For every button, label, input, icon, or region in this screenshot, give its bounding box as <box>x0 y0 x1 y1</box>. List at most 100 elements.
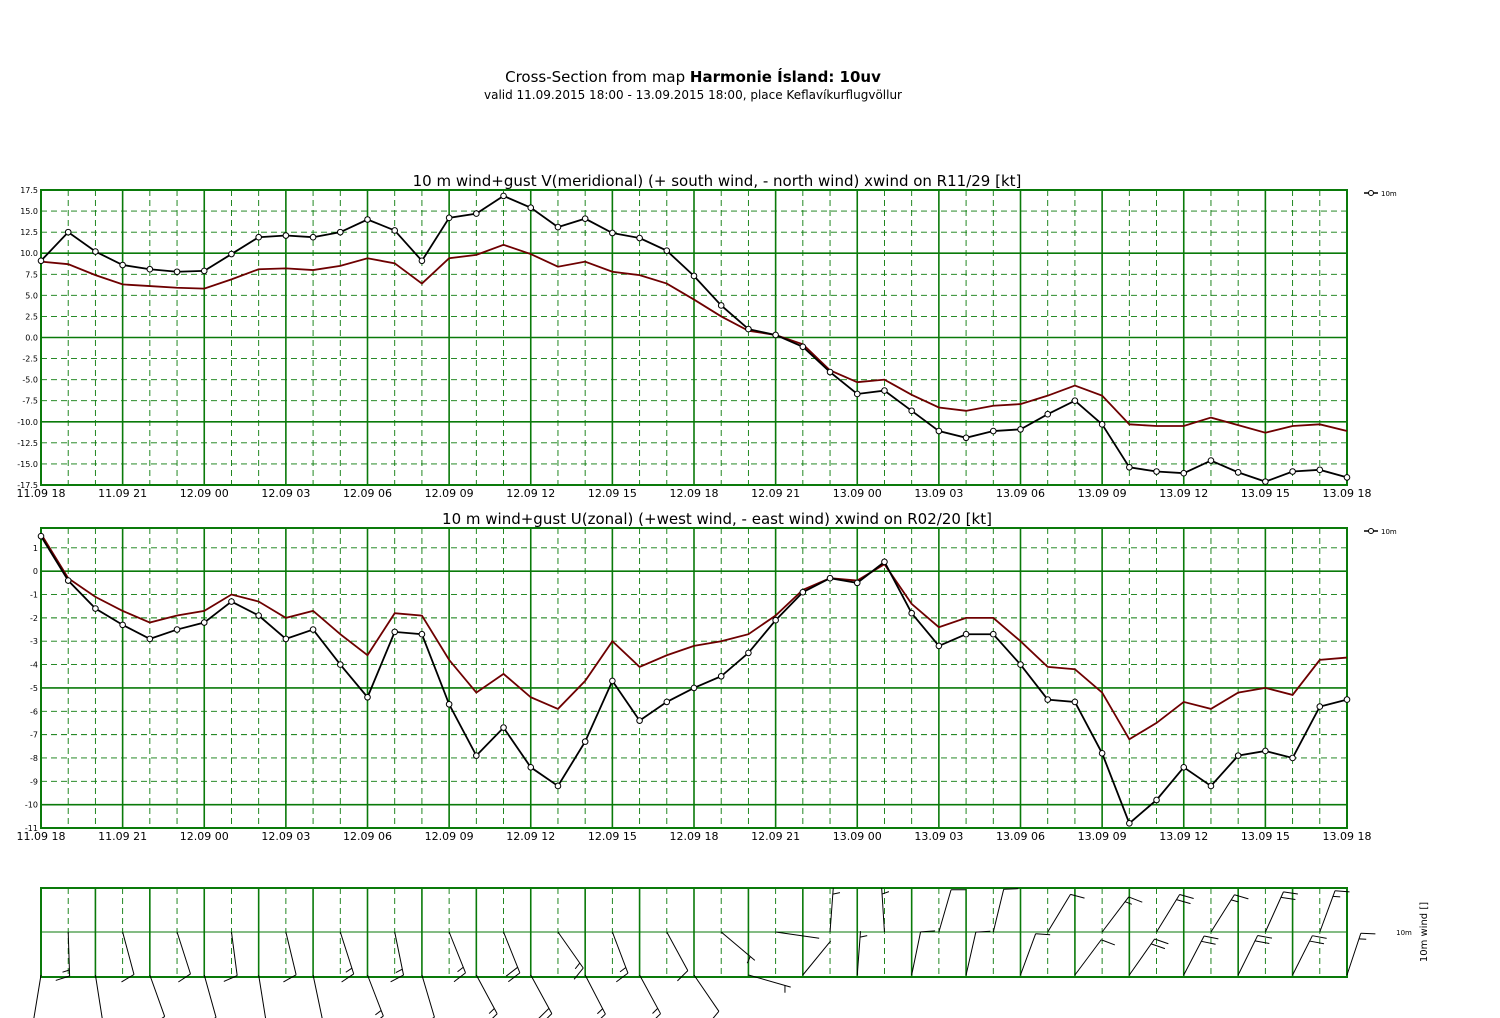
y-tick-label: 10.0 <box>20 249 38 258</box>
data-point <box>37 257 45 265</box>
barb-feather <box>677 970 689 982</box>
data-point <box>364 693 371 701</box>
data-point <box>200 267 208 275</box>
chart-title: 10 m wind+gust V(meridional) (+ south wi… <box>413 172 1022 190</box>
data-point <box>1262 747 1269 755</box>
wind-barb <box>1346 932 1376 976</box>
x-tick-label: 13.09 06 <box>996 487 1045 500</box>
wind-barb <box>748 974 791 993</box>
data-point <box>799 588 807 596</box>
x-tick-label: 12.09 03 <box>261 487 310 500</box>
data-point <box>173 268 181 276</box>
barb-staff <box>1047 894 1071 933</box>
barb-feather <box>1335 890 1350 893</box>
barb-staff <box>856 931 862 976</box>
x-tick-label: 13.09 18 <box>1323 830 1372 843</box>
wind-barb <box>1183 935 1219 976</box>
barb-feather-half <box>619 967 627 973</box>
data-point <box>1098 421 1106 428</box>
x-tick-label: 13.09 00 <box>833 830 882 843</box>
wind-barb <box>203 974 217 1018</box>
data-point <box>391 628 399 636</box>
barb-staff <box>639 974 662 1014</box>
y-tick-label: -2 <box>30 614 38 623</box>
data-point <box>1126 820 1133 827</box>
barb-feather <box>546 1013 553 1018</box>
x-tick-label: 12.09 18 <box>670 830 719 843</box>
wind-barb <box>1020 933 1051 976</box>
data-point <box>1153 796 1160 804</box>
barb-axis-label: 10m wind [] <box>1419 902 1430 962</box>
wind-barb <box>121 931 135 983</box>
wind-barb <box>693 974 720 1018</box>
x-tick-label: 12.09 06 <box>343 487 392 500</box>
barb-feather <box>538 1008 550 1018</box>
y-tick-label: -10.0 <box>17 418 38 427</box>
x-tick-label: 13.09 03 <box>914 487 963 500</box>
barb-staff <box>448 931 466 974</box>
y-tick-label: -8 <box>30 754 38 763</box>
data-point <box>391 227 399 234</box>
wind-barb <box>1047 893 1085 933</box>
y-tick-label: 17.5 <box>20 186 38 195</box>
y-tick-label: 7.5 <box>25 270 38 279</box>
wind-barb <box>176 931 191 983</box>
wind-barb <box>1210 894 1249 933</box>
data-point <box>1289 754 1296 762</box>
data-point <box>1044 410 1052 418</box>
wind-barb <box>911 930 936 976</box>
data-point <box>282 232 290 239</box>
barb-staff <box>1101 896 1130 933</box>
data-point <box>119 621 126 629</box>
data-point <box>1017 426 1024 433</box>
data-point <box>1234 752 1242 759</box>
data-point <box>745 325 752 333</box>
y-tick-label: -5.0 <box>22 376 38 385</box>
barb-row-label: 10m <box>1396 929 1412 937</box>
wind-barb <box>1074 939 1116 976</box>
data-point <box>908 609 915 617</box>
y-tick-label: 15.0 <box>20 207 38 216</box>
barb-staff <box>67 931 71 976</box>
data-point <box>581 738 589 745</box>
x-tick-label: 11.09 18 <box>17 830 66 843</box>
data-point <box>935 642 943 650</box>
data-point <box>228 598 235 605</box>
data-point <box>445 214 453 222</box>
barb-staff <box>881 888 885 933</box>
wind-barb <box>1101 896 1143 933</box>
data-point <box>636 717 643 724</box>
wind-barb <box>94 974 103 1018</box>
x-tick-label: 13.09 09 <box>1078 487 1127 500</box>
wind-barb <box>666 931 689 982</box>
line-chart-2: 10 m wind+gust U(zonal) (+west wind, - e… <box>17 510 1397 843</box>
x-tick-label: 12.09 09 <box>425 830 474 843</box>
barb-staff <box>693 974 720 1012</box>
x-tick-label: 12.09 03 <box>261 830 310 843</box>
barb-feather-half <box>859 935 868 938</box>
data-point <box>772 331 779 339</box>
x-tick-label: 13.09 18 <box>1323 487 1372 500</box>
barb-feather <box>712 1010 720 1018</box>
barb-feather-half <box>375 1010 382 1016</box>
legend-marker <box>1368 528 1374 534</box>
wind-barb <box>720 931 756 964</box>
wind-barb <box>258 974 267 1018</box>
wind-barb <box>390 931 405 983</box>
data-point <box>853 579 861 587</box>
wind-barb <box>775 931 820 939</box>
data-point <box>908 407 915 415</box>
data-point <box>173 626 181 633</box>
barb-feather <box>1154 938 1169 945</box>
data-point <box>989 427 997 435</box>
wind-barb <box>992 888 1019 933</box>
y-tick-label: 0 <box>33 567 38 576</box>
barb-staff <box>611 931 629 974</box>
x-tick-label: 13.09 15 <box>1241 830 1290 843</box>
data-point <box>935 427 943 435</box>
barb-staff <box>203 974 217 1018</box>
barb-staff <box>94 974 103 1018</box>
barb-staff <box>1128 938 1156 976</box>
barb-feather-half <box>395 968 403 974</box>
y-tick-label: -9 <box>30 777 38 786</box>
